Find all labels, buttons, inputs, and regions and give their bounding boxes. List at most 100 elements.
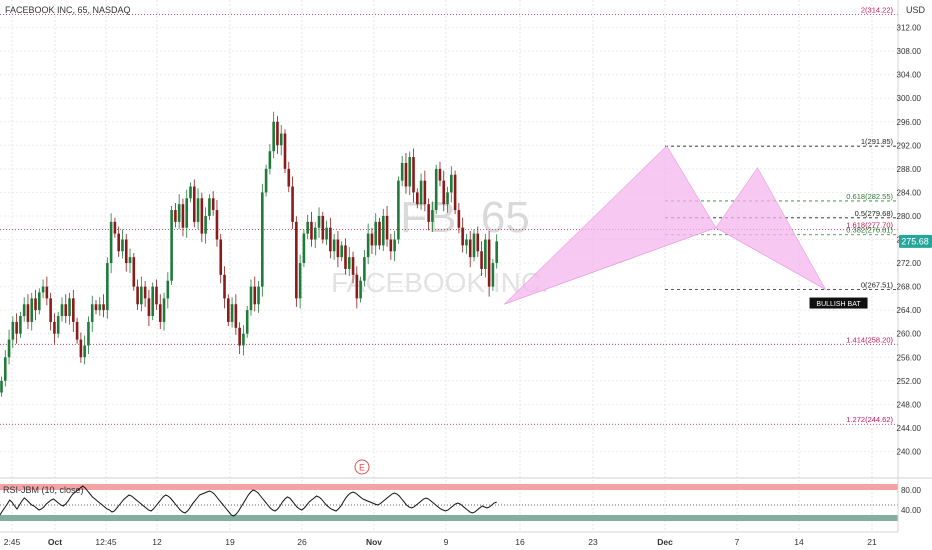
grid xyxy=(0,0,898,532)
candle-body xyxy=(132,257,136,287)
candle xyxy=(34,289,37,321)
candle-body xyxy=(124,239,128,264)
time-tick: 26 xyxy=(297,537,307,547)
candle-body xyxy=(19,316,22,334)
candle xyxy=(257,281,260,313)
candle xyxy=(128,248,132,274)
candle-body xyxy=(7,339,11,358)
candle xyxy=(279,124,283,156)
candle xyxy=(204,207,207,244)
candle-body xyxy=(200,198,204,234)
candle xyxy=(385,205,389,247)
candle-body xyxy=(295,221,298,299)
price-tick: 240.00 xyxy=(897,447,922,456)
candle-body xyxy=(268,151,272,169)
candle xyxy=(140,276,143,312)
candle xyxy=(381,208,385,251)
candle-body xyxy=(366,233,370,258)
candle-body xyxy=(60,304,64,317)
candle xyxy=(283,129,287,173)
candle-body xyxy=(227,298,230,322)
candle xyxy=(223,266,226,309)
candle-body xyxy=(30,298,34,322)
candle-body xyxy=(68,298,71,317)
candle-body xyxy=(143,286,147,299)
candle-body xyxy=(276,121,279,146)
time-tick: Oct xyxy=(48,537,62,547)
price-tick: 312.00 xyxy=(897,24,922,33)
candle xyxy=(60,297,64,322)
candle xyxy=(487,230,491,297)
candle-body xyxy=(136,286,139,305)
candle-body xyxy=(242,333,245,346)
candle xyxy=(491,258,495,291)
candle xyxy=(325,220,328,246)
rsi-tick: 40.00 xyxy=(901,506,922,515)
time-tick: 19 xyxy=(225,537,235,547)
candle xyxy=(468,230,472,268)
candle-body xyxy=(219,239,223,275)
candle xyxy=(302,229,306,268)
candle-body xyxy=(113,221,117,234)
candle-body xyxy=(283,133,287,169)
candle-body xyxy=(15,321,18,334)
candle-body xyxy=(41,286,45,293)
candle-body xyxy=(208,198,211,216)
candle xyxy=(72,289,75,332)
candle xyxy=(170,205,173,285)
time-tick: 9 xyxy=(444,537,449,547)
candle xyxy=(287,161,291,193)
candle-body xyxy=(397,180,400,240)
current-price-label: 275.68 xyxy=(901,236,929,246)
rsi-label: RSI-JBM (10, close) xyxy=(3,485,84,495)
candle-body xyxy=(22,304,26,317)
price-tick: 260.00 xyxy=(897,330,922,339)
candle xyxy=(453,170,457,215)
candle xyxy=(22,297,26,322)
candle-body xyxy=(45,286,49,299)
candle-body xyxy=(121,239,124,252)
candle-body xyxy=(446,192,449,205)
fib-label: 0.618(282.55) xyxy=(846,192,893,201)
fib-label: 0(267.51) xyxy=(861,280,894,289)
price-tick: 244.00 xyxy=(897,424,922,433)
candle-body xyxy=(385,215,389,240)
candle xyxy=(75,317,79,344)
candle-body xyxy=(484,239,487,269)
candle-body xyxy=(98,304,102,311)
candle-body xyxy=(416,192,419,205)
candle xyxy=(317,207,321,238)
candle-body xyxy=(189,186,192,199)
candle xyxy=(461,217,464,253)
candle xyxy=(261,183,264,297)
candle-body xyxy=(465,239,468,246)
candle-body xyxy=(427,204,430,222)
candle xyxy=(94,300,98,315)
candle xyxy=(177,194,181,229)
candle-body xyxy=(79,339,83,358)
currency-label[interactable]: USD xyxy=(906,5,926,15)
candle xyxy=(268,144,272,175)
earnings-marker[interactable]: E xyxy=(354,459,370,475)
candle-body xyxy=(11,321,15,340)
fib-label: 1.618(277.70) xyxy=(846,220,893,229)
candle-body xyxy=(185,198,189,228)
candle xyxy=(113,217,117,238)
candle-body xyxy=(211,198,215,211)
fib-label: 1.272(244.62) xyxy=(846,415,893,424)
price-tick: 292.00 xyxy=(897,141,922,150)
candle-body xyxy=(336,239,340,258)
candle xyxy=(219,233,223,284)
candle xyxy=(155,279,158,310)
candle xyxy=(404,152,408,194)
price-tick: 300.00 xyxy=(897,94,922,103)
candle-body xyxy=(347,257,351,269)
time-axis: 2:45 Oct 12:45 12 19 26 Nov 9 16 23 Dec 7 14 21 xyxy=(0,531,898,547)
candle xyxy=(495,234,498,269)
candle xyxy=(234,294,238,335)
candle-body xyxy=(404,162,408,187)
candle-body xyxy=(457,210,461,228)
price-tick: 288.00 xyxy=(897,165,922,174)
candle-body xyxy=(378,221,381,246)
candle xyxy=(264,164,268,197)
